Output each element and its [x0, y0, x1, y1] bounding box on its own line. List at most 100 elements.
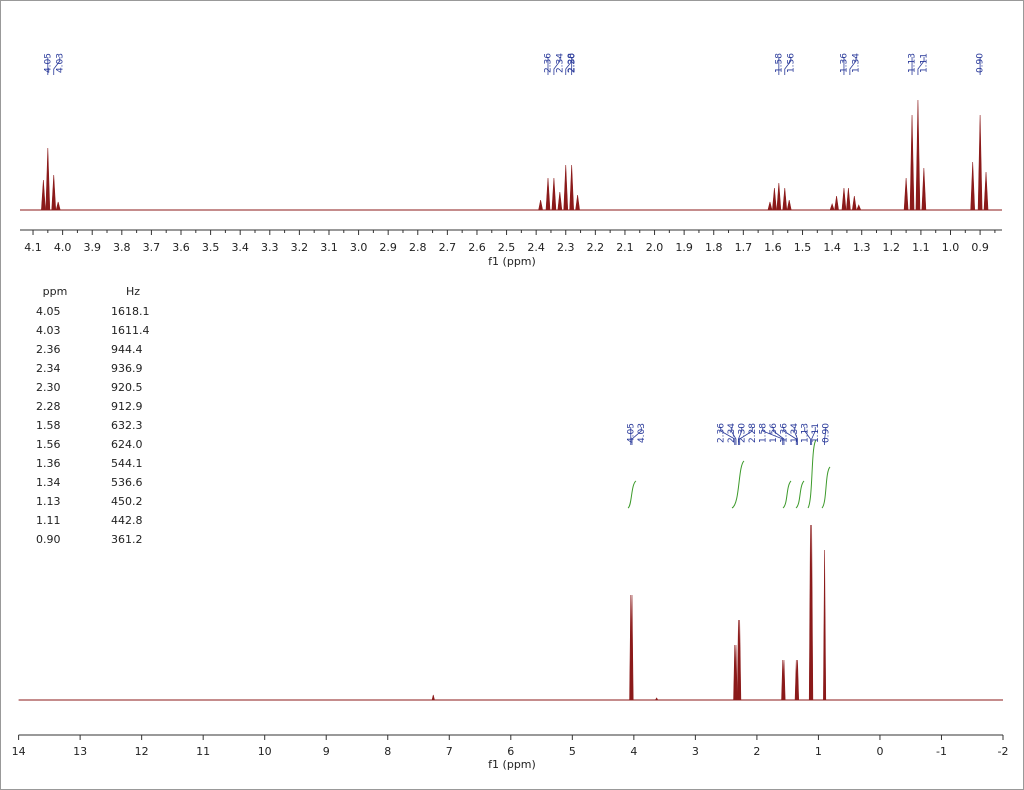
x-tick-label: 4.1	[24, 241, 42, 254]
peak-label: 2.34	[727, 423, 737, 443]
peak-label: 2.28	[748, 423, 758, 443]
peak-label: 1.36	[779, 423, 789, 443]
table-cell: 0.90	[36, 533, 61, 546]
x-tick-label: 11	[196, 745, 210, 758]
x-tick-label: 1	[815, 745, 822, 758]
peak	[734, 644, 738, 701]
peak	[909, 114, 915, 211]
table-cell: 536.6	[111, 476, 143, 489]
peak-connector	[739, 427, 753, 445]
peak	[970, 161, 976, 211]
peak	[45, 147, 51, 211]
peak-connector	[772, 427, 785, 445]
integral-curve	[807, 439, 817, 509]
peak-label: 4.05	[626, 423, 636, 443]
peak	[557, 191, 563, 211]
peak	[738, 619, 742, 701]
peak-label: 1.13	[800, 423, 810, 443]
x-tick-label: 2.6	[468, 241, 486, 254]
peak	[921, 167, 927, 211]
x-tick-label: 0.9	[971, 241, 989, 254]
peak	[551, 177, 557, 211]
integral-curve	[821, 466, 831, 509]
peak-label: 0.90	[821, 423, 831, 443]
x-tick-label: 3.7	[143, 241, 161, 254]
integral-curve	[795, 480, 805, 509]
peak	[55, 201, 61, 211]
x-tick-label: 1.8	[705, 241, 723, 254]
peak-connector	[804, 427, 811, 445]
peak-connector	[738, 427, 743, 445]
x-tick-label: 3.9	[83, 241, 101, 254]
peak-label: 2.28	[567, 53, 577, 73]
peak	[776, 182, 782, 211]
x-tick-label: 2.1	[616, 241, 634, 254]
x-tick-label: 2.8	[409, 241, 427, 254]
x-tick-label: 1.9	[675, 241, 693, 254]
peak-label: 4.03	[55, 53, 65, 73]
table-cell: 1.58	[36, 419, 61, 432]
peak-label: 4.05	[43, 53, 53, 73]
integral-curve	[731, 460, 745, 509]
x-tick-label: 12	[135, 745, 149, 758]
x-tick-label: 8	[384, 745, 391, 758]
peak-connector	[849, 57, 857, 75]
x-tick-label: 3.6	[172, 241, 190, 254]
table-cell: 1.36	[36, 457, 61, 470]
peak	[915, 99, 921, 211]
table-cell: 1618.1	[111, 305, 150, 318]
table-cell: 4.03	[36, 324, 61, 337]
peak-label: 1.11	[920, 53, 930, 73]
peak-connector	[824, 427, 827, 445]
x-tick-label: 6	[507, 745, 514, 758]
peak	[545, 177, 551, 211]
x-axis-label: f1 (ppm)	[488, 255, 536, 268]
x-tick-label: 3.2	[291, 241, 309, 254]
peak-connector	[53, 57, 61, 75]
peak	[823, 549, 827, 701]
x-tick-label: 7	[446, 745, 453, 758]
x-tick-label: 1.3	[853, 241, 871, 254]
table-cell: 1.13	[36, 495, 61, 508]
peak	[834, 195, 839, 211]
table-cell: 944.4	[111, 343, 143, 356]
peak	[903, 177, 909, 211]
table-cell: 1.56	[36, 438, 61, 451]
x-tick-label: 1.5	[794, 241, 812, 254]
x-tick-label: 9	[323, 745, 330, 758]
x-tick-label: 2.3	[557, 241, 575, 254]
x-tick-label: 13	[73, 745, 87, 758]
peak	[829, 203, 835, 211]
x-tick-label: 2.5	[498, 241, 516, 254]
x-tick-label: 3.8	[113, 241, 131, 254]
x-tick-label: 1.2	[883, 241, 901, 254]
peak	[51, 174, 57, 211]
peak	[575, 194, 580, 211]
peak	[431, 694, 435, 701]
x-tick-label: 3.4	[231, 241, 249, 254]
table-cell: 450.2	[111, 495, 143, 508]
peak-label: 1.56	[769, 423, 779, 443]
x-tick-label: 3.0	[350, 241, 368, 254]
peak-connector	[553, 57, 561, 75]
x-tick-label: 4.0	[54, 241, 72, 254]
x-tick-label: 3.5	[202, 241, 220, 254]
x-tick-label: -1	[936, 745, 947, 758]
x-tick-label: 2.9	[379, 241, 397, 254]
table-cell: 1.11	[36, 514, 61, 527]
peak	[767, 201, 773, 211]
integral-curve	[627, 480, 637, 509]
peak-label: 1.58	[774, 53, 784, 73]
x-tick-label: 1.4	[823, 241, 841, 254]
peak	[782, 187, 788, 211]
x-tick-label: 1.1	[912, 241, 930, 254]
x-tick-label: 1.7	[735, 241, 753, 254]
x-tick-label: 3	[692, 745, 699, 758]
x-tick-label: 0	[876, 745, 883, 758]
peak-label: 2.36	[543, 53, 553, 73]
peak	[563, 164, 569, 211]
table-cell: 544.1	[111, 457, 143, 470]
peak	[841, 187, 847, 211]
